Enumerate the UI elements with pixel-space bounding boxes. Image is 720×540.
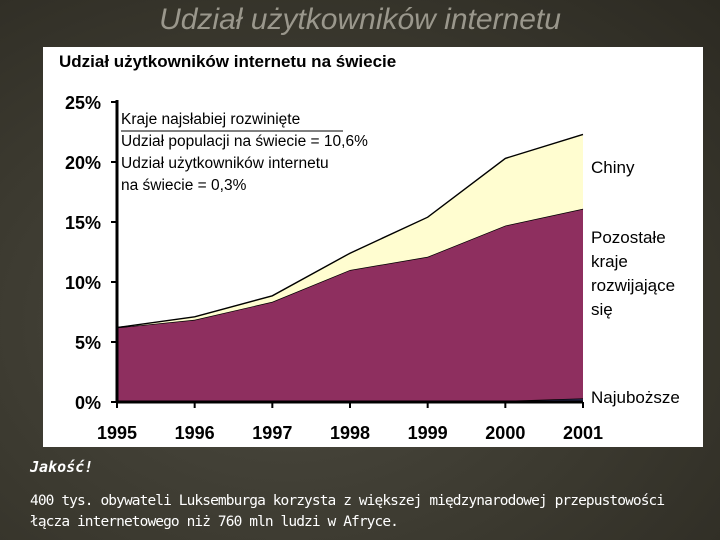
series-label-other-developing: się — [591, 300, 613, 319]
area-china — [117, 134, 583, 328]
annotation-line: Udział populacji na świecie = 10,6% — [121, 133, 368, 150]
x-tick-label: 2000 — [485, 423, 525, 443]
y-tick-label: 5% — [75, 333, 101, 353]
caption-text: 400 tys. obywateli Luksemburga korzysta … — [30, 493, 665, 530]
series-label-poorest: Najuboższe — [591, 388, 680, 407]
area-china-edge — [116, 133, 584, 329]
series-label-other-developing: rozwijające — [591, 276, 675, 295]
y-tick-label: 15% — [65, 213, 101, 233]
area-chart: Udział użytkowników internetu na świecie… — [59, 52, 680, 443]
x-tick-label: 1995 — [97, 423, 137, 443]
x-tick-label: 1996 — [175, 423, 215, 443]
annotation-line: Udział użytkowników internetu — [121, 155, 329, 172]
series-label-china: Chiny — [591, 158, 635, 177]
annotation-line: na świecie = 0,3% — [121, 177, 247, 194]
series-label-other-developing: kraje — [591, 252, 628, 271]
caption-emphasis: Jakość! — [30, 458, 94, 476]
chart-title: Udział użytkowników internetu na świecie — [59, 52, 396, 71]
x-tick-label: 1997 — [252, 423, 292, 443]
y-tick-label: 20% — [65, 153, 101, 173]
y-tick-label: 10% — [65, 273, 101, 293]
y-tick-label: 25% — [65, 93, 101, 113]
x-tick-label: 2001 — [563, 423, 603, 443]
area-other-developing — [117, 208, 583, 402]
y-tick-label: 0% — [75, 393, 101, 413]
annotation-box — [119, 104, 419, 194]
chart-panel: Udział użytkowników internetu na świecie… — [43, 47, 703, 447]
x-tick-label: 1999 — [408, 423, 448, 443]
series-label-other-developing: Pozostałe — [591, 228, 666, 247]
slide-title: Udział użytkowników internetu — [159, 3, 561, 36]
x-tick-label: 1998 — [330, 423, 370, 443]
annotation-line: Kraje najsłabiej rozwinięte — [121, 111, 300, 128]
